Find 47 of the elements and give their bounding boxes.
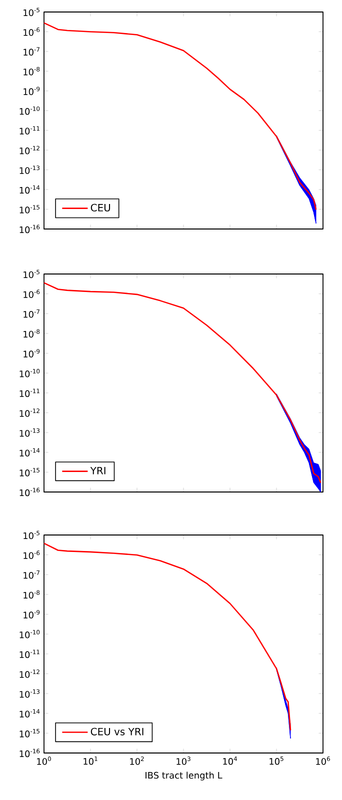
- y-tick-label: 10$^{-9}$: [24, 349, 40, 358]
- y-tick-label: 10$^{-11}$: [20, 126, 40, 134]
- y-tick-label: 10$^{-11}$: [20, 650, 40, 658]
- y-tick-label: 10$^{-9}$: [24, 86, 40, 96]
- y-tick-label: 10$^{-16}$: [20, 224, 40, 234]
- y-tick-label: 10$^{-8}$: [24, 329, 40, 338]
- x-tick-label: 10$^{3}$: [176, 756, 190, 765]
- y-tick-label: 10$^{-5}$: [24, 530, 40, 540]
- x-tick-label: 10$^{0}$: [37, 756, 51, 765]
- y-tick-label: 10$^{-7}$: [24, 47, 40, 56]
- legend-label: YRI: [90, 466, 106, 474]
- y-tick-label: 10$^{-9}$: [24, 610, 40, 618]
- y-tick-label: 10$^{-5}$: [24, 270, 40, 278]
- x-axis-title: IBS tract length L: [146, 772, 222, 780]
- y-tick-label: 10$^{-5}$: [24, 8, 40, 16]
- y-tick-label: 10$^{-12}$: [20, 146, 40, 154]
- x-tick-label: 10$^{5}$: [270, 756, 284, 765]
- y-tick-label: 10$^{-6}$: [24, 290, 40, 298]
- y-tick-label: 10$^{-16}$: [20, 748, 40, 758]
- y-tick-label: 10$^{-6}$: [24, 550, 40, 559]
- y-tick-label: 10$^{-15}$: [20, 468, 40, 476]
- x-tick-label: 10$^{6}$: [316, 756, 330, 765]
- y-tick-label: 10$^{-14}$: [20, 185, 40, 194]
- y-tick-label: 10$^{-7}$: [24, 309, 40, 318]
- x-tick-label: 10$^{2}$: [130, 756, 144, 765]
- y-tick-label: 10$^{-12}$: [20, 670, 40, 678]
- y-tick-label: 10$^{-14}$: [20, 448, 40, 457]
- y-tick-label: 10$^{-7}$: [24, 570, 40, 579]
- y-tick-label: 10$^{-8}$: [24, 590, 40, 599]
- x-tick-label: 10$^{1}$: [84, 756, 98, 765]
- y-tick-label: 10$^{-16}$: [20, 488, 40, 496]
- y-tick-label: 10$^{-15}$: [20, 205, 40, 214]
- legend-label: CEU: [90, 204, 110, 212]
- y-tick-label: 10$^{-14}$: [20, 709, 40, 718]
- y-tick-label: 10$^{-6}$: [24, 28, 40, 36]
- legend-label: CEU vs YRI: [90, 728, 144, 736]
- y-tick-label: 10$^{-13}$: [20, 166, 40, 174]
- y-tick-label: 10$^{-10}$: [20, 630, 40, 638]
- y-tick-label: 10$^{-10}$: [20, 106, 40, 115]
- y-tick-label: 10$^{-11}$: [20, 388, 40, 398]
- x-tick-label: 10$^{4}$: [223, 756, 238, 765]
- y-tick-label: 10$^{-13}$: [20, 428, 40, 437]
- y-tick-label: 10$^{-10}$: [20, 368, 40, 378]
- y-tick-label: 10$^{-15}$: [20, 729, 40, 738]
- y-tick-label: 10$^{-12}$: [20, 408, 40, 417]
- y-tick-label: 10$^{-8}$: [24, 66, 40, 76]
- y-tick-label: 10$^{-13}$: [20, 689, 40, 698]
